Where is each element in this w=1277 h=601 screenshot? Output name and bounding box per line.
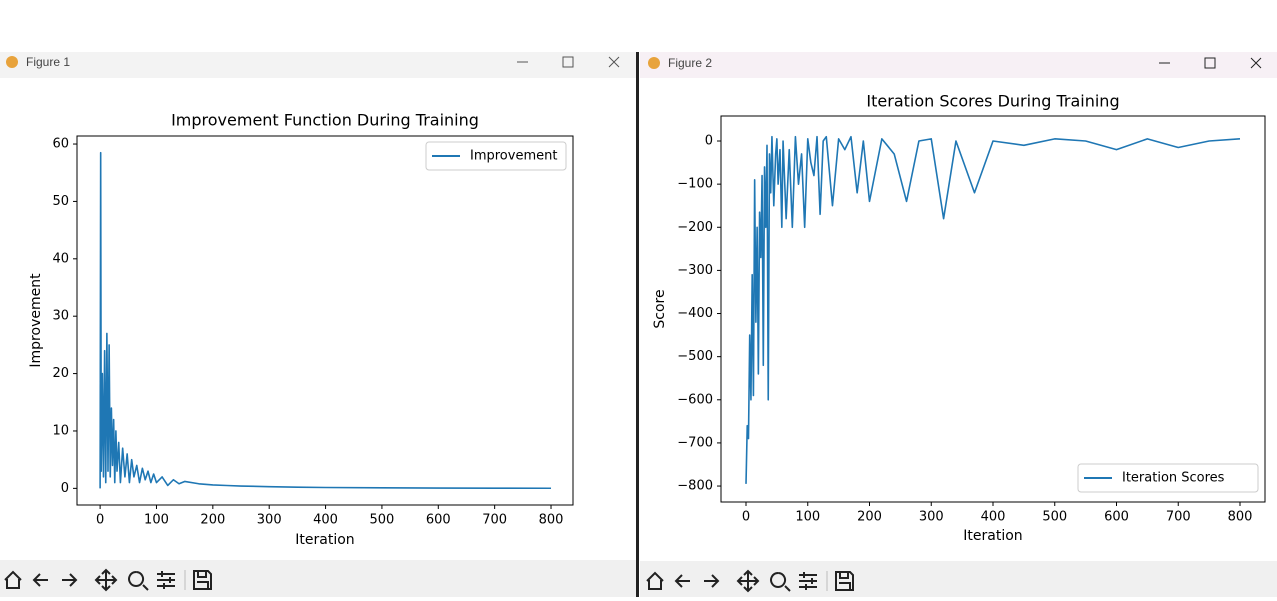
x-tick-label: 700 xyxy=(1166,510,1191,525)
y-tick-label: 0 xyxy=(705,134,713,149)
y-tick-label: 40 xyxy=(52,251,69,266)
chart-title: Improvement Function During Training xyxy=(171,111,479,130)
window-title: Figure 1 xyxy=(26,55,70,69)
back-button[interactable] xyxy=(674,574,690,588)
x-tick-label: 100 xyxy=(795,510,820,525)
y-tick-label: −200 xyxy=(677,220,713,235)
legend-box xyxy=(425,141,567,171)
pan-button[interactable] xyxy=(94,568,118,592)
x-tick-label: 800 xyxy=(539,513,564,528)
y-tick-label: 20 xyxy=(52,366,69,381)
y-tick-label: −300 xyxy=(677,263,713,278)
x-tick-label: 400 xyxy=(981,510,1006,525)
toolbar xyxy=(640,561,1277,597)
x-tick-label: 200 xyxy=(200,513,225,528)
y-tick-label: 30 xyxy=(52,309,69,324)
forward-button[interactable] xyxy=(62,573,78,587)
x-tick-label: 100 xyxy=(144,513,169,528)
home-button[interactable] xyxy=(646,571,664,590)
maximize-button[interactable] xyxy=(1204,57,1216,69)
home-button[interactable] xyxy=(4,570,22,589)
configure-button[interactable] xyxy=(799,572,817,590)
x-tick-label: 500 xyxy=(370,513,395,528)
configure-button[interactable] xyxy=(157,571,175,589)
y-tick-label: −700 xyxy=(677,435,713,450)
save-button[interactable] xyxy=(193,570,212,590)
x-tick-label: 300 xyxy=(257,513,282,528)
y-tick-label: −100 xyxy=(677,177,713,192)
y-tick-label: 0 xyxy=(61,481,69,496)
app-icon xyxy=(648,57,660,69)
x-tick-label: 600 xyxy=(1104,510,1129,525)
x-tick-label: 700 xyxy=(482,513,507,528)
y-tick-label: 60 xyxy=(52,137,69,152)
zoom-button[interactable] xyxy=(770,572,791,592)
plot-frame xyxy=(76,135,574,506)
y-tick-label: 10 xyxy=(52,423,69,438)
x-tick-label: 500 xyxy=(1042,510,1067,525)
y-tick-label: −400 xyxy=(677,306,713,321)
forward-button[interactable] xyxy=(704,574,720,588)
legend-label: Iteration Scores xyxy=(1122,471,1225,486)
title-bar xyxy=(640,52,1277,78)
app-icon xyxy=(6,56,18,68)
toolbar-icons xyxy=(4,568,212,592)
toolbar-icons xyxy=(646,569,854,593)
x-tick-label: 0 xyxy=(742,510,750,525)
y-tick-label: −800 xyxy=(677,479,713,494)
x-tick-label: 200 xyxy=(857,510,882,525)
window-title: Figure 2 xyxy=(668,56,712,70)
chart-title: Iteration Scores During Training xyxy=(866,92,1119,111)
close-button[interactable] xyxy=(608,56,620,68)
back-button[interactable] xyxy=(32,573,48,587)
plot-frame xyxy=(720,115,1266,503)
x-tick-label: 800 xyxy=(1228,510,1253,525)
legend-label: Improvement xyxy=(470,149,557,164)
x-axis-label: Iteration xyxy=(295,532,354,548)
close-button[interactable] xyxy=(1250,57,1262,69)
y-axis-label: Score xyxy=(652,289,668,328)
y-axis-label: Improvement xyxy=(28,273,44,368)
data-line xyxy=(99,151,552,490)
data-line xyxy=(745,135,1241,484)
x-tick-label: 600 xyxy=(426,513,451,528)
title-bar xyxy=(0,52,636,78)
x-tick-label: 0 xyxy=(96,513,104,528)
save-button[interactable] xyxy=(835,571,854,591)
x-tick-label: 400 xyxy=(313,513,338,528)
toolbar xyxy=(0,560,636,597)
x-tick-label: 300 xyxy=(919,510,944,525)
pan-button[interactable] xyxy=(736,569,760,593)
y-tick-label: 50 xyxy=(52,194,69,209)
legend-box xyxy=(1077,463,1259,493)
maximize-button[interactable] xyxy=(562,56,574,68)
zoom-button[interactable] xyxy=(128,571,149,591)
x-axis-label: Iteration xyxy=(963,528,1022,544)
divider xyxy=(636,52,639,597)
y-tick-label: −500 xyxy=(677,349,713,364)
y-tick-label: −600 xyxy=(677,392,713,407)
